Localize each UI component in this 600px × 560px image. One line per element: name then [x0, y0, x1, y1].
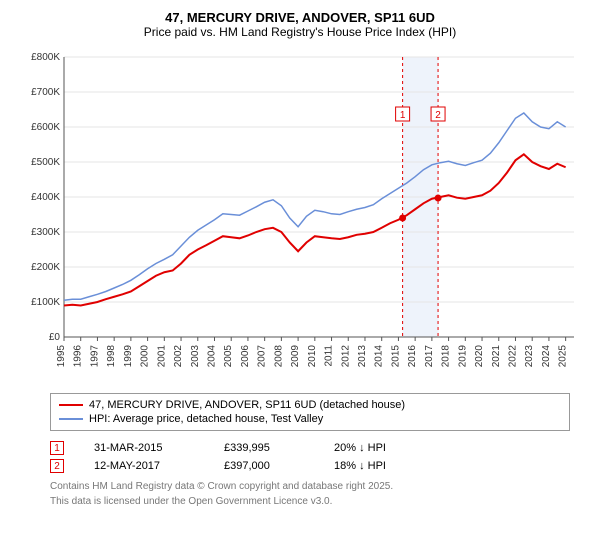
svg-text:2006: 2006: [240, 345, 251, 368]
svg-text:2013: 2013: [357, 345, 368, 368]
svg-text:1995: 1995: [56, 345, 67, 368]
legend-item: HPI: Average price, detached house, Test…: [59, 412, 561, 426]
txn-delta: 18% ↓ HPI: [334, 460, 386, 472]
txn-delta: 20% ↓ HPI: [334, 442, 386, 454]
svg-text:2019: 2019: [457, 345, 468, 368]
legend-swatch: [59, 404, 83, 406]
svg-text:2018: 2018: [441, 345, 452, 368]
svg-text:2016: 2016: [407, 345, 418, 368]
svg-text:2000: 2000: [140, 345, 151, 368]
svg-text:£400K: £400K: [31, 192, 60, 203]
svg-text:£300K: £300K: [31, 227, 60, 238]
svg-text:£100K: £100K: [31, 297, 60, 308]
svg-text:2024: 2024: [541, 345, 552, 368]
svg-text:2017: 2017: [424, 345, 435, 368]
svg-text:1998: 1998: [106, 345, 117, 368]
txn-price: £339,995: [224, 442, 304, 454]
svg-text:1996: 1996: [73, 345, 84, 368]
legend-swatch: [59, 418, 83, 420]
svg-text:2001: 2001: [156, 345, 167, 368]
txn-badge: 1: [50, 441, 64, 455]
svg-text:£600K: £600K: [31, 122, 60, 133]
svg-text:2011: 2011: [324, 345, 335, 367]
txn-price: £397,000: [224, 460, 304, 472]
svg-text:£800K: £800K: [31, 52, 60, 63]
chart-subtitle: Price paid vs. HM Land Registry's House …: [10, 25, 590, 39]
svg-text:1997: 1997: [89, 345, 100, 368]
svg-text:2021: 2021: [491, 345, 502, 368]
svg-text:2023: 2023: [524, 345, 535, 368]
footer-licence: This data is licensed under the Open Gov…: [50, 496, 570, 507]
svg-text:2: 2: [435, 110, 441, 121]
svg-text:2003: 2003: [190, 345, 201, 368]
svg-text:£200K: £200K: [31, 262, 60, 273]
svg-text:2015: 2015: [390, 345, 401, 368]
legend-label: HPI: Average price, detached house, Test…: [89, 413, 323, 425]
svg-text:2005: 2005: [223, 345, 234, 368]
transactions-table: 1 31-MAR-2015 £339,995 20% ↓ HPI 2 12-MA…: [50, 439, 570, 475]
svg-text:£500K: £500K: [31, 157, 60, 168]
txn-badge: 2: [50, 459, 64, 473]
chart-container: £0 £100K £200K £300K £400K £500K £600K £700K £80…: [20, 47, 580, 387]
legend-label: 47, MERCURY DRIVE, ANDOVER, SP11 6UD (de…: [89, 399, 405, 411]
svg-text:2008: 2008: [273, 345, 284, 368]
svg-text:2010: 2010: [307, 345, 318, 368]
line-chart: £0 £100K £200K £300K £400K £500K £600K £700K £80…: [20, 47, 580, 387]
svg-text:2022: 2022: [507, 345, 518, 368]
table-row: 2 12-MAY-2017 £397,000 18% ↓ HPI: [50, 457, 570, 475]
table-row: 1 31-MAR-2015 £339,995 20% ↓ HPI: [50, 439, 570, 457]
svg-text:2012: 2012: [340, 345, 351, 368]
legend-item: 47, MERCURY DRIVE, ANDOVER, SP11 6UD (de…: [59, 398, 561, 412]
svg-text:2020: 2020: [474, 345, 485, 368]
chart-title: 47, MERCURY DRIVE, ANDOVER, SP11 6UD: [10, 10, 590, 25]
svg-text:2025: 2025: [558, 345, 569, 368]
legend-box: 47, MERCURY DRIVE, ANDOVER, SP11 6UD (de…: [50, 393, 570, 431]
svg-text:1999: 1999: [123, 345, 134, 368]
svg-text:2002: 2002: [173, 345, 184, 368]
svg-text:2004: 2004: [206, 345, 217, 368]
txn-date: 12-MAY-2017: [94, 460, 194, 472]
svg-text:2009: 2009: [290, 345, 301, 368]
svg-text:£0: £0: [49, 332, 61, 343]
svg-text:2007: 2007: [257, 345, 268, 368]
footer-copyright: Contains HM Land Registry data © Crown c…: [50, 481, 570, 492]
txn-date: 31-MAR-2015: [94, 442, 194, 454]
svg-text:2014: 2014: [374, 345, 385, 368]
svg-text:1: 1: [400, 110, 406, 121]
svg-text:£700K: £700K: [31, 87, 60, 98]
